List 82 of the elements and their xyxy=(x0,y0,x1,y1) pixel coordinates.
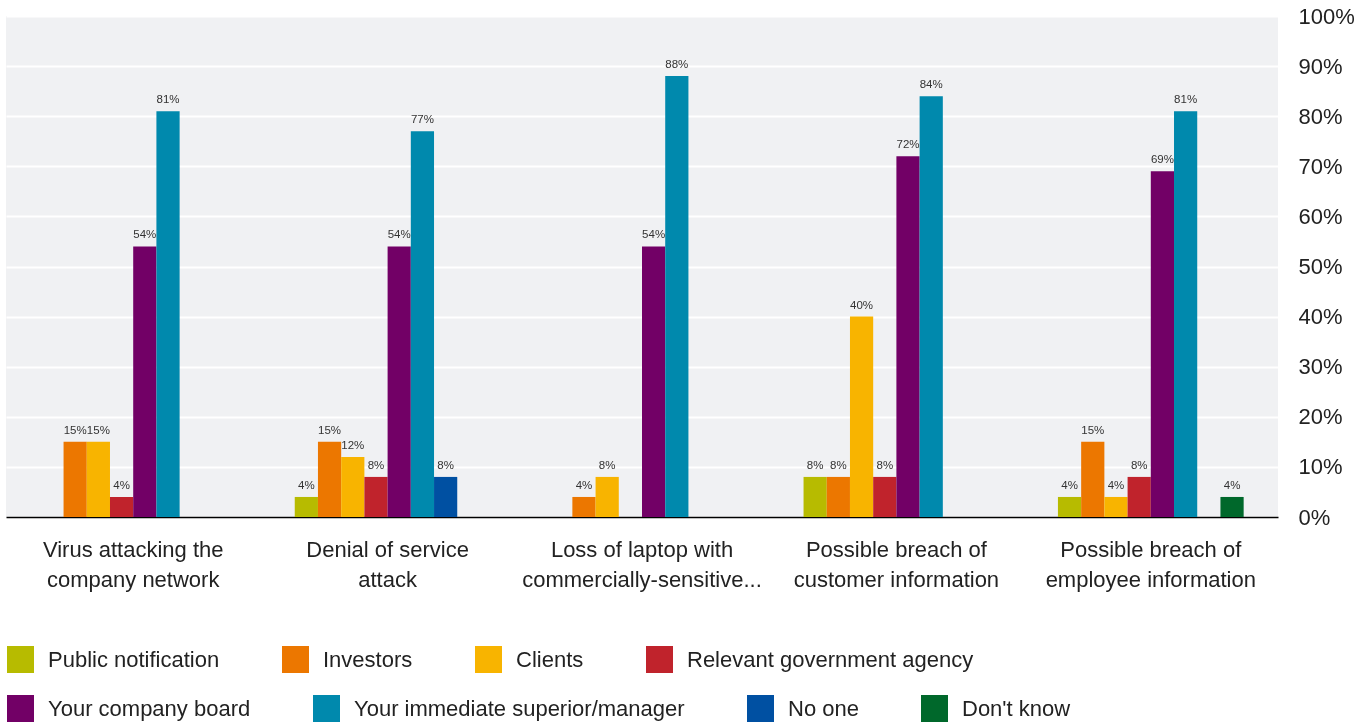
data-label: 8% xyxy=(830,458,847,471)
legend-label: Investors xyxy=(323,646,413,672)
data-label: 81% xyxy=(156,93,180,106)
y-tick-label: 60% xyxy=(1298,203,1343,229)
legend-label: Don't know xyxy=(962,695,1071,721)
bar xyxy=(133,246,157,517)
y-tick-label: 20% xyxy=(1298,404,1343,430)
data-label: 8% xyxy=(806,458,824,471)
legend-label: Your immediate superior/manager xyxy=(354,695,685,721)
data-label: 88% xyxy=(665,58,689,71)
data-label: 77% xyxy=(410,113,434,126)
y-tick-label: 0% xyxy=(1298,504,1331,530)
bar xyxy=(364,476,388,517)
bar xyxy=(109,496,134,517)
x-tick-label: Loss of laptop with commercially-sensitive... xyxy=(522,536,762,592)
data-label: 4% xyxy=(298,478,315,491)
bar xyxy=(410,131,435,517)
y-tick-label: 50% xyxy=(1298,254,1343,279)
x-tick-label: Possible breach of customer information xyxy=(793,536,1000,592)
data-label: 81% xyxy=(1174,93,1198,106)
data-label: 15% xyxy=(318,423,342,436)
bar xyxy=(317,441,342,517)
y-tick-label: 40% xyxy=(1298,304,1343,330)
legend-label: Relevant government agency xyxy=(687,646,974,672)
bar xyxy=(826,476,850,517)
bar xyxy=(1220,496,1244,517)
bar xyxy=(1081,441,1105,517)
data-label: 15% xyxy=(63,423,87,436)
data-label: 54% xyxy=(133,228,157,241)
y-tick-label: 70% xyxy=(1298,153,1343,179)
y-tick-label: 10% xyxy=(1298,454,1343,480)
x-tick-label: Virus attacking the company network xyxy=(42,536,224,592)
bar xyxy=(341,456,365,517)
bar xyxy=(294,496,318,517)
y-tick-label: 30% xyxy=(1298,354,1343,380)
data-label: 4% xyxy=(113,478,130,491)
y-tick-label: 100% xyxy=(1298,3,1355,29)
bar xyxy=(665,76,689,517)
data-label: 4% xyxy=(575,478,593,491)
data-label: 8% xyxy=(598,458,616,471)
bar xyxy=(1150,171,1175,517)
data-label: 84% xyxy=(919,78,943,91)
bar xyxy=(63,441,87,517)
y-tick-label: 90% xyxy=(1298,53,1343,79)
data-label: 72% xyxy=(896,138,920,151)
legend-label: No one xyxy=(788,695,859,721)
data-label: 12% xyxy=(341,438,365,451)
data-label: 8% xyxy=(1130,458,1148,471)
x-tick-label: Denial of service attack xyxy=(306,536,469,592)
data-label: 69% xyxy=(1150,153,1174,166)
data-label: 8% xyxy=(437,458,454,471)
bar xyxy=(896,156,920,517)
data-label: 40% xyxy=(850,298,874,311)
data-label: 15% xyxy=(86,423,110,436)
bar xyxy=(572,496,596,517)
bar xyxy=(1057,496,1082,517)
legend-label: Public notification xyxy=(48,646,220,672)
bar xyxy=(803,476,827,517)
data-label: 4% xyxy=(1223,478,1241,491)
bar xyxy=(387,246,411,517)
legend-label: Your company board xyxy=(48,695,251,721)
bar xyxy=(1174,111,1198,517)
data-label: 4% xyxy=(1061,478,1078,491)
data-label: 4% xyxy=(1107,478,1125,491)
data-label: 8% xyxy=(876,458,894,471)
data-label: 8% xyxy=(367,458,385,471)
y-tick-label: 80% xyxy=(1298,103,1343,129)
data-label: 15% xyxy=(1081,423,1105,436)
bar xyxy=(1104,496,1128,517)
bar xyxy=(434,476,458,517)
bar xyxy=(642,246,666,517)
data-label: 54% xyxy=(642,228,666,241)
legend-label: Clients xyxy=(516,646,584,672)
bar xyxy=(849,316,874,517)
bar xyxy=(86,441,110,517)
bar xyxy=(873,476,897,517)
bar xyxy=(595,476,619,517)
bar xyxy=(1127,476,1151,517)
x-tick-label: Possible breach of employee information xyxy=(1045,536,1256,592)
bar xyxy=(919,96,943,517)
data-label: 54% xyxy=(387,228,411,241)
bar xyxy=(156,111,180,517)
